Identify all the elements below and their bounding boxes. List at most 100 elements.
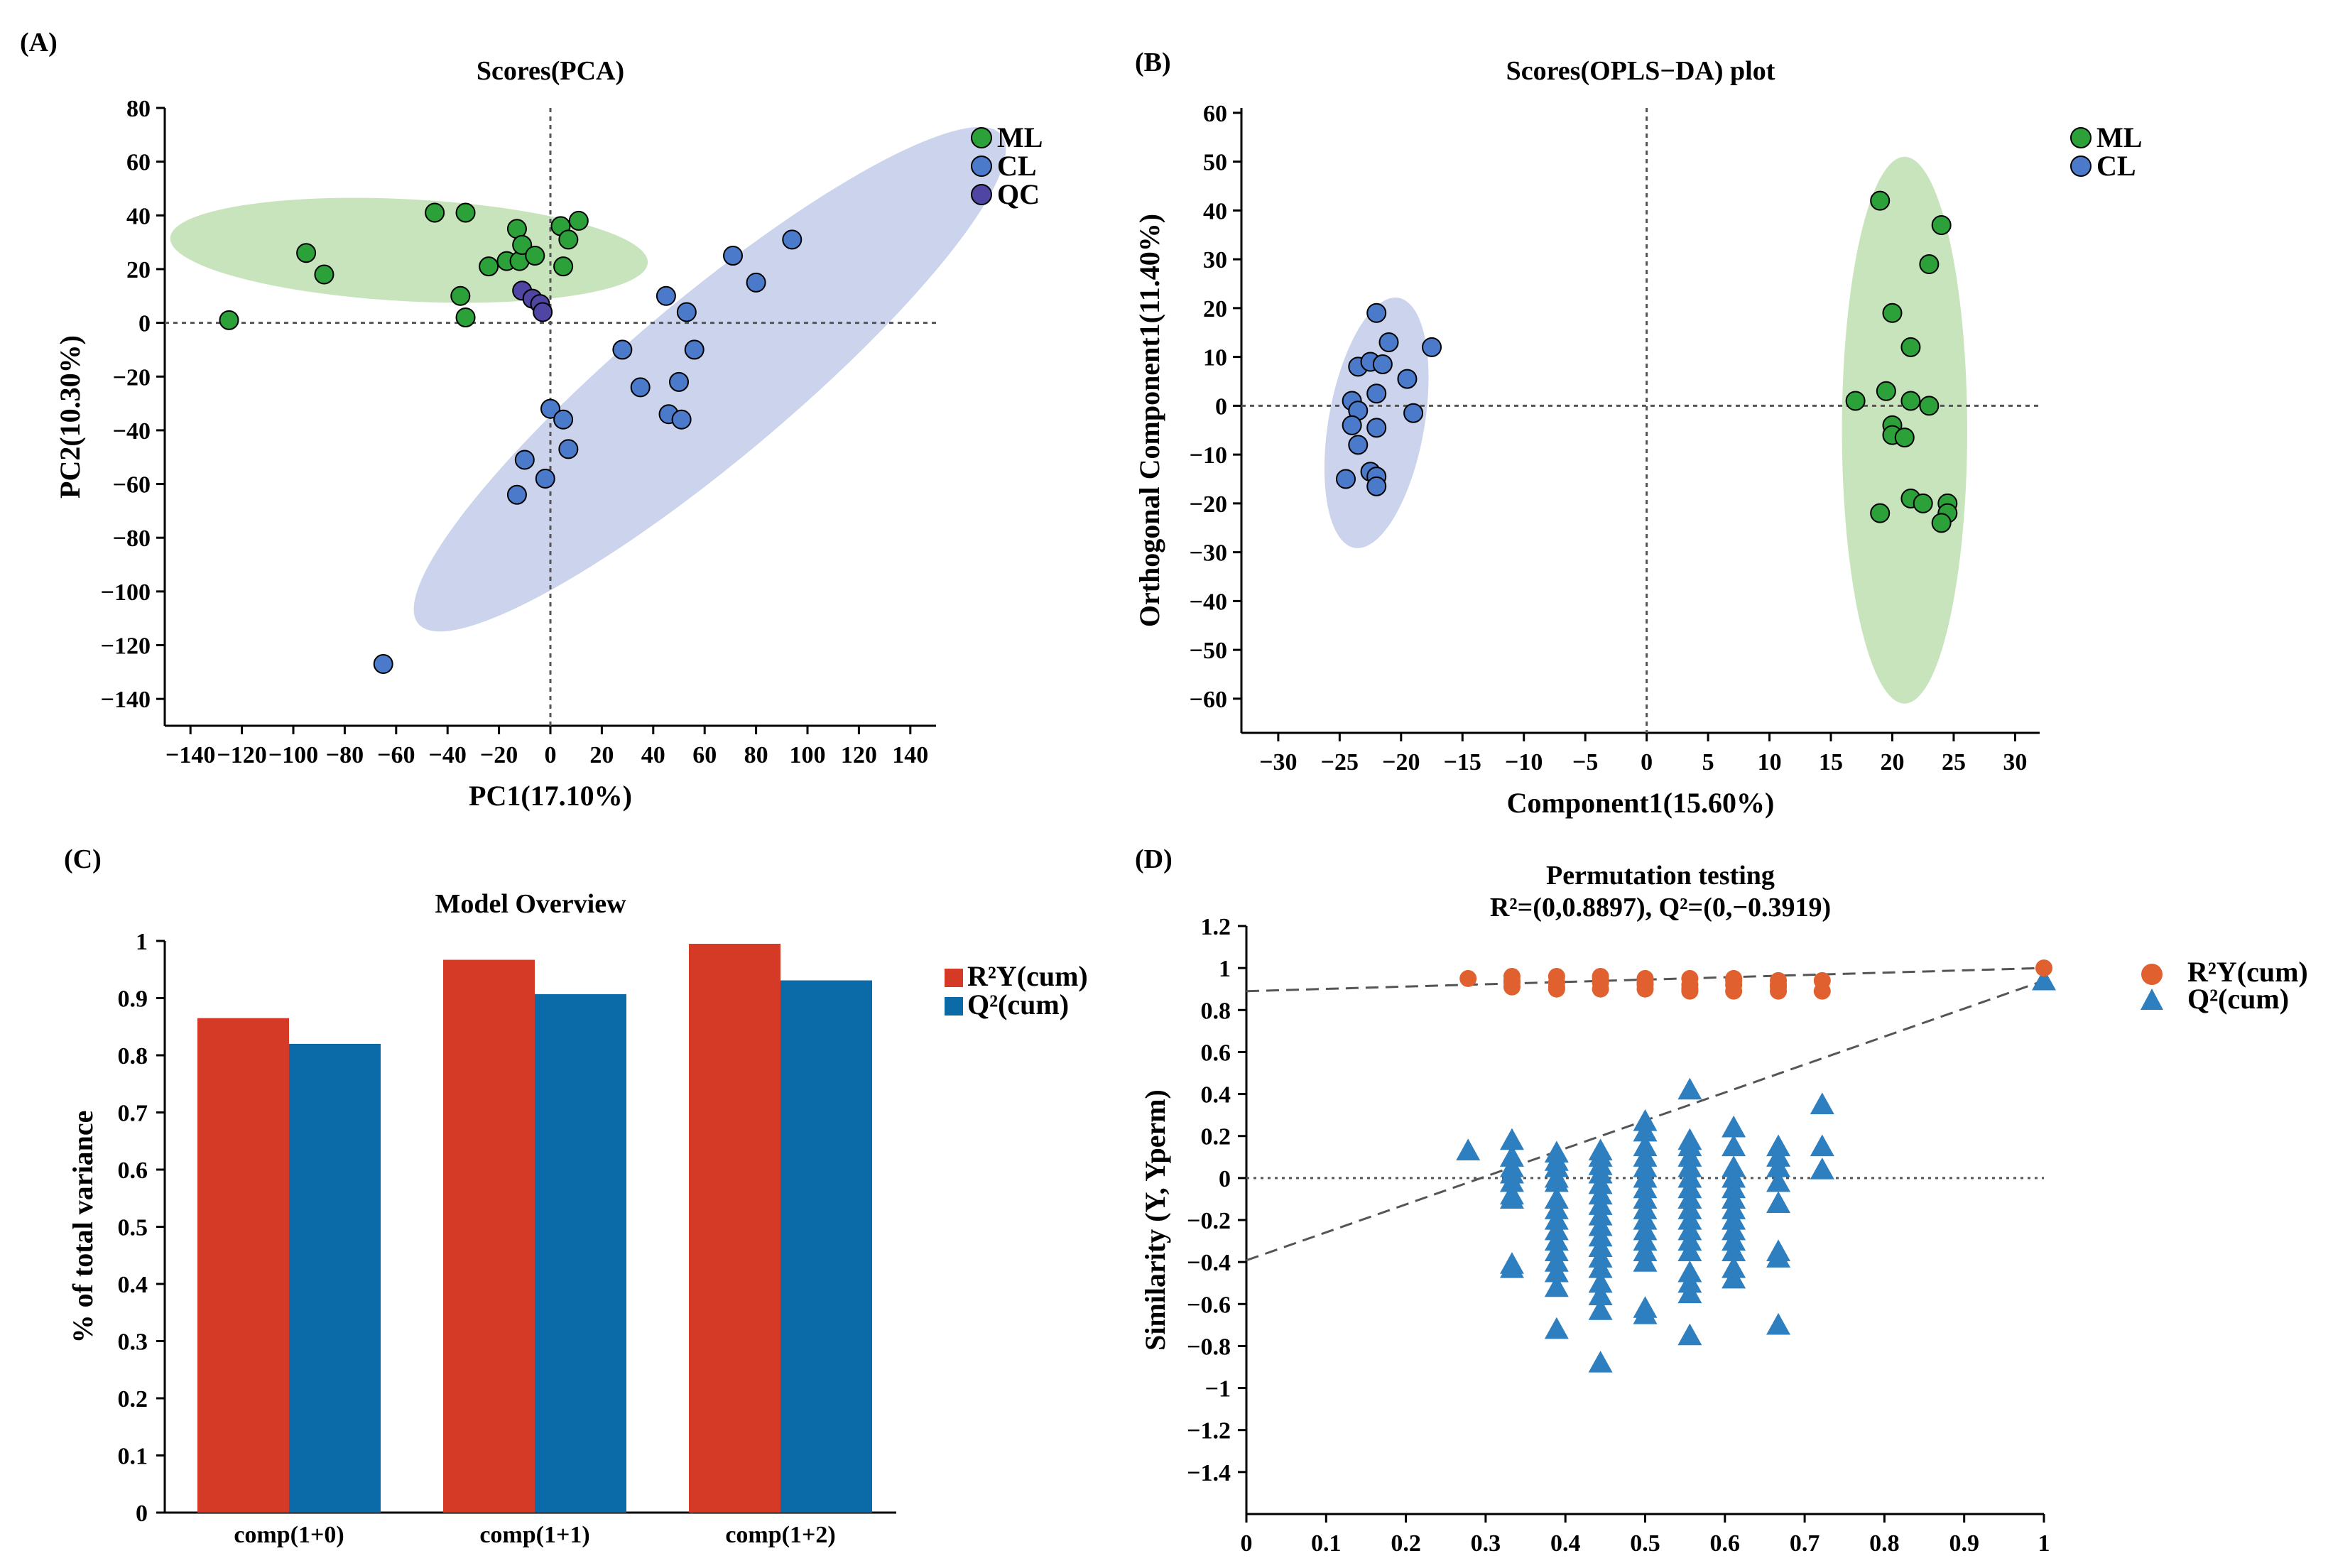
chart-title: Permutation testing xyxy=(1546,861,1775,891)
y-tick-label: 0.8 xyxy=(118,1043,148,1069)
point-cl xyxy=(1422,337,1442,357)
q2-perm-point xyxy=(1499,1256,1524,1278)
y-tick-label: 1 xyxy=(1219,956,1231,982)
bar-q2 xyxy=(780,980,872,1513)
q2-perm-point xyxy=(1544,1317,1569,1339)
y-tick-label: −120 xyxy=(101,633,151,660)
x-tick-label: 0.4 xyxy=(1550,1530,1581,1557)
y-tick-label: 30 xyxy=(1203,247,1227,273)
y-tick-label: 0 xyxy=(136,1501,148,1527)
x-tick-label: 0.7 xyxy=(1790,1530,1820,1557)
q2-perm-point xyxy=(1721,1134,1746,1157)
x-tick-label: −120 xyxy=(217,742,266,768)
legend-label: R²Y(cum) xyxy=(967,960,1088,992)
y-tick-label: 0.1 xyxy=(118,1444,148,1470)
legend-marker-ml xyxy=(971,127,992,148)
point-cl xyxy=(676,302,697,322)
legend-label-q2: Q²(cum) xyxy=(2187,983,2289,1015)
legend-marker xyxy=(945,997,963,1016)
point-cl xyxy=(1366,383,1387,404)
point-cl xyxy=(373,654,393,674)
r2-perm-point xyxy=(1548,980,1565,998)
legend-label-cl: CL xyxy=(997,150,1037,182)
legend-label-cl: CL xyxy=(2096,150,2136,182)
bar-q2 xyxy=(289,1043,381,1513)
x-tick-label: −60 xyxy=(377,742,415,768)
x-tick-label: 100 xyxy=(790,742,826,768)
q2-perm-point xyxy=(1766,1155,1791,1177)
y-tick-label: 0 xyxy=(138,311,151,337)
y-tick-label: 0.2 xyxy=(118,1386,148,1412)
point-ml xyxy=(568,210,589,231)
point-cl xyxy=(1378,332,1399,352)
x-axis-title: PC1(17.10%) xyxy=(469,780,632,812)
q2-perm-point xyxy=(1456,1138,1481,1161)
x-tick-label: −100 xyxy=(268,742,318,768)
q2-perm-point xyxy=(1588,1298,1613,1320)
point-ml xyxy=(296,243,317,263)
q2-perm-point xyxy=(1677,1323,1702,1346)
y-tick-label: −60 xyxy=(1190,687,1227,713)
q2-perm-point xyxy=(1588,1351,1613,1373)
bar-r2y xyxy=(689,944,780,1513)
q2-perm-point xyxy=(1677,1281,1702,1304)
x-tick-label: 15 xyxy=(1819,749,1843,775)
r2-perm-point xyxy=(1681,982,1699,1000)
x-tick-label: 80 xyxy=(744,742,768,768)
point-ml xyxy=(1870,503,1891,523)
point-ml xyxy=(425,202,445,223)
chart-title: Scores(OPLS−DA) plot xyxy=(1506,56,1775,86)
x-tick-label: 0 xyxy=(1641,749,1653,775)
q2-perm-point xyxy=(1633,1302,1658,1324)
y-tick-label: −80 xyxy=(113,526,151,552)
y-tick-label: 20 xyxy=(126,257,151,283)
x-tick-label: 0.5 xyxy=(1630,1530,1660,1557)
point-cl xyxy=(782,229,803,250)
y-axis-title: Similarity (Y, Yperm) xyxy=(1139,1089,1171,1351)
panel-d-permutation: (D) 1.2 1 0.8 0.6 0.4 0.2 0 −0.2 −0.4 −0.6 −0.8 −1 −1… xyxy=(1135,844,2308,1557)
legend-marker-q2 xyxy=(2141,989,2163,1010)
legend-label-qc: QC xyxy=(997,178,1040,210)
point-cl xyxy=(1342,415,1362,435)
x-axis-title: Component1(15.60%) xyxy=(1507,787,1775,819)
point-cl xyxy=(535,469,555,489)
y-axis-title: PC2(10.30%) xyxy=(54,335,86,499)
x-tick-label: 25 xyxy=(1942,749,1966,775)
point-cl xyxy=(669,371,689,392)
category-label: comp(1+0) xyxy=(234,1522,344,1548)
q2-perm-point xyxy=(1810,1134,1834,1157)
y-tick-label: 0 xyxy=(1219,1166,1231,1192)
point-cl xyxy=(630,377,651,398)
point-cl xyxy=(1335,469,1356,489)
y-axis-title: % of total variance xyxy=(67,1111,99,1344)
x-tick-label: −20 xyxy=(480,742,518,768)
y-tick-label: −1 xyxy=(1205,1376,1231,1403)
point-ml xyxy=(1913,493,1933,513)
point-ml xyxy=(1870,190,1891,211)
legend-label-ml: ML xyxy=(997,121,1043,153)
y-tick-label: 40 xyxy=(1203,198,1227,224)
point-ml xyxy=(1882,303,1903,323)
point-ml xyxy=(1900,337,1921,357)
point-ml xyxy=(1931,513,1952,533)
y-tick-label: −1.2 xyxy=(1187,1418,1231,1444)
r2-perm-point xyxy=(1592,969,1609,987)
chart-title: Scores(PCA) xyxy=(477,56,624,86)
point-ml xyxy=(1919,254,1940,274)
point-ml xyxy=(1919,396,1940,416)
q2-perm-point xyxy=(1766,1170,1791,1192)
x-tick-label: 140 xyxy=(892,742,928,768)
point-ml xyxy=(455,202,476,223)
y-tick-label: 0.4 xyxy=(1201,1082,1231,1109)
y-tick-label: −0.4 xyxy=(1187,1250,1231,1276)
q2-perm-point xyxy=(1721,1266,1746,1289)
point-cl xyxy=(684,339,705,360)
y-tick-label: −50 xyxy=(1190,638,1227,664)
y-tick-label: 0.6 xyxy=(1201,1040,1231,1066)
point-cl xyxy=(1366,303,1387,323)
r2-perm-point xyxy=(1636,976,1654,993)
r2-perm-point xyxy=(1813,971,1831,989)
x-tick-label: 0 xyxy=(545,742,557,768)
point-ml xyxy=(1894,428,1915,448)
chart-title: Model Overview xyxy=(435,889,626,919)
